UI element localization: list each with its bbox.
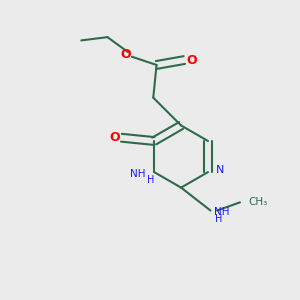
Text: N: N <box>216 165 225 176</box>
Text: CH₃: CH₃ <box>248 197 267 207</box>
Text: NH: NH <box>130 169 146 179</box>
Text: NH: NH <box>214 207 229 217</box>
Text: O: O <box>109 131 120 144</box>
Text: H: H <box>147 175 155 185</box>
Text: O: O <box>121 48 131 61</box>
Text: O: O <box>186 53 197 67</box>
Text: H: H <box>215 214 222 224</box>
